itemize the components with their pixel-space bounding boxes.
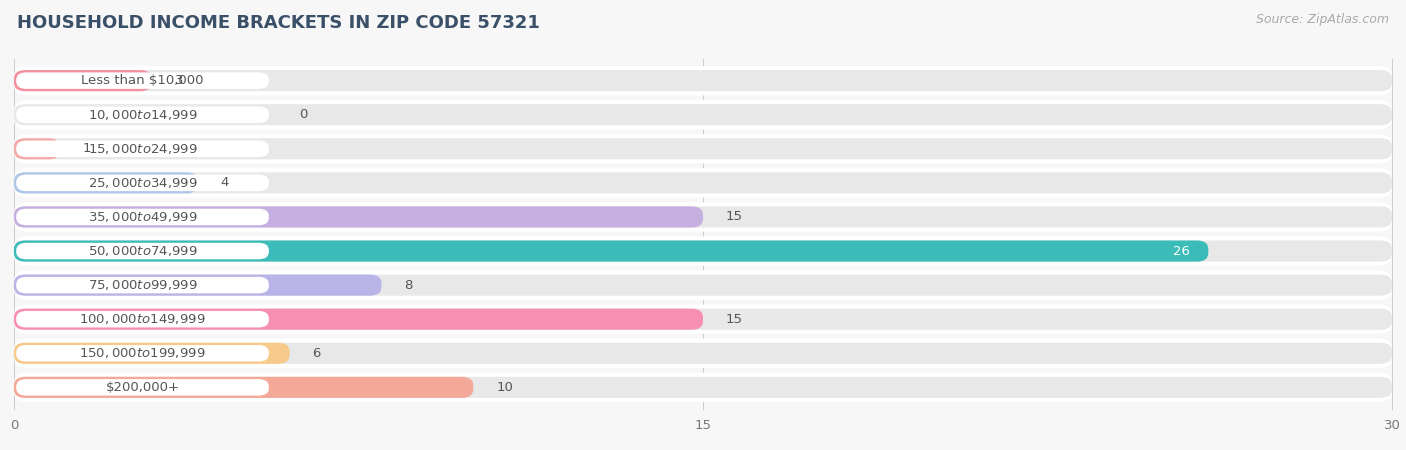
FancyBboxPatch shape	[17, 277, 269, 293]
Text: 6: 6	[312, 347, 321, 360]
FancyBboxPatch shape	[17, 345, 269, 361]
FancyBboxPatch shape	[14, 172, 198, 194]
FancyBboxPatch shape	[17, 243, 269, 259]
FancyBboxPatch shape	[14, 70, 1392, 91]
FancyBboxPatch shape	[14, 207, 1392, 228]
Text: 26: 26	[1173, 244, 1189, 257]
FancyBboxPatch shape	[17, 140, 269, 157]
FancyBboxPatch shape	[14, 274, 1392, 296]
Text: $10,000 to $14,999: $10,000 to $14,999	[87, 108, 197, 122]
FancyBboxPatch shape	[14, 377, 1392, 398]
FancyBboxPatch shape	[17, 107, 269, 123]
Text: $15,000 to $24,999: $15,000 to $24,999	[87, 142, 197, 156]
Text: 10: 10	[496, 381, 513, 394]
Text: $35,000 to $49,999: $35,000 to $49,999	[87, 210, 197, 224]
FancyBboxPatch shape	[14, 172, 1392, 194]
FancyBboxPatch shape	[14, 309, 1392, 330]
Text: 1: 1	[83, 142, 91, 155]
Text: $100,000 to $149,999: $100,000 to $149,999	[79, 312, 205, 326]
FancyBboxPatch shape	[14, 207, 703, 228]
FancyBboxPatch shape	[14, 168, 1392, 198]
Text: HOUSEHOLD INCOME BRACKETS IN ZIP CODE 57321: HOUSEHOLD INCOME BRACKETS IN ZIP CODE 57…	[17, 14, 540, 32]
Text: $25,000 to $34,999: $25,000 to $34,999	[87, 176, 197, 190]
FancyBboxPatch shape	[14, 274, 381, 296]
Text: Less than $10,000: Less than $10,000	[82, 74, 204, 87]
FancyBboxPatch shape	[14, 100, 1392, 130]
FancyBboxPatch shape	[17, 72, 269, 89]
FancyBboxPatch shape	[14, 134, 1392, 163]
FancyBboxPatch shape	[17, 209, 269, 225]
Text: Source: ZipAtlas.com: Source: ZipAtlas.com	[1256, 14, 1389, 27]
FancyBboxPatch shape	[14, 338, 1392, 368]
FancyBboxPatch shape	[17, 175, 269, 191]
Text: $150,000 to $199,999: $150,000 to $199,999	[79, 346, 205, 360]
FancyBboxPatch shape	[14, 66, 1392, 95]
FancyBboxPatch shape	[14, 377, 474, 398]
FancyBboxPatch shape	[14, 270, 1392, 300]
FancyBboxPatch shape	[14, 104, 1392, 125]
Text: 4: 4	[221, 176, 229, 189]
FancyBboxPatch shape	[17, 379, 269, 396]
Text: 8: 8	[405, 279, 413, 292]
Text: $75,000 to $99,999: $75,000 to $99,999	[87, 278, 197, 292]
Text: 15: 15	[725, 211, 742, 224]
FancyBboxPatch shape	[14, 373, 1392, 402]
FancyBboxPatch shape	[14, 70, 152, 91]
Text: $200,000+: $200,000+	[105, 381, 180, 394]
FancyBboxPatch shape	[14, 138, 1392, 159]
FancyBboxPatch shape	[14, 343, 290, 364]
FancyBboxPatch shape	[14, 236, 1392, 266]
Text: $50,000 to $74,999: $50,000 to $74,999	[87, 244, 197, 258]
FancyBboxPatch shape	[14, 240, 1392, 261]
Text: 3: 3	[174, 74, 183, 87]
FancyBboxPatch shape	[14, 343, 1392, 364]
FancyBboxPatch shape	[14, 309, 703, 330]
FancyBboxPatch shape	[14, 138, 60, 159]
FancyBboxPatch shape	[14, 202, 1392, 232]
FancyBboxPatch shape	[14, 305, 1392, 334]
Text: 15: 15	[725, 313, 742, 326]
FancyBboxPatch shape	[17, 311, 269, 328]
FancyBboxPatch shape	[14, 240, 1208, 261]
Text: 0: 0	[298, 108, 307, 121]
